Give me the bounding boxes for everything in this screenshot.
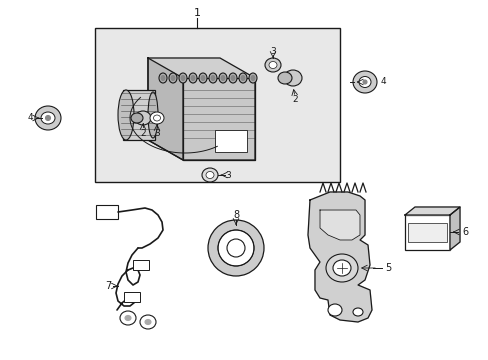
Ellipse shape xyxy=(278,72,291,84)
Polygon shape xyxy=(148,58,183,160)
Text: 6: 6 xyxy=(461,227,467,237)
Bar xyxy=(124,292,140,302)
Ellipse shape xyxy=(219,73,226,83)
Ellipse shape xyxy=(284,70,302,86)
Ellipse shape xyxy=(352,71,376,93)
Bar xyxy=(96,205,118,219)
Ellipse shape xyxy=(181,76,184,81)
Ellipse shape xyxy=(131,113,142,123)
Ellipse shape xyxy=(205,171,214,179)
Ellipse shape xyxy=(327,304,341,316)
Ellipse shape xyxy=(264,58,281,72)
Bar xyxy=(133,260,149,270)
Ellipse shape xyxy=(199,73,206,83)
Bar xyxy=(215,130,246,152)
Ellipse shape xyxy=(239,73,246,83)
Text: 3: 3 xyxy=(224,171,230,180)
Ellipse shape xyxy=(169,73,177,83)
Polygon shape xyxy=(319,210,359,240)
Ellipse shape xyxy=(362,80,366,84)
Ellipse shape xyxy=(150,112,163,124)
Text: 7: 7 xyxy=(104,281,111,291)
Ellipse shape xyxy=(153,115,160,121)
Ellipse shape xyxy=(358,77,370,87)
Ellipse shape xyxy=(159,73,167,83)
Polygon shape xyxy=(449,207,459,250)
Ellipse shape xyxy=(145,320,151,324)
Ellipse shape xyxy=(35,106,61,130)
Text: 1: 1 xyxy=(193,8,200,18)
Text: 4: 4 xyxy=(27,113,33,122)
Ellipse shape xyxy=(120,311,136,325)
Ellipse shape xyxy=(230,76,235,81)
Text: 8: 8 xyxy=(232,210,239,220)
Ellipse shape xyxy=(41,112,55,124)
Ellipse shape xyxy=(268,62,276,68)
Ellipse shape xyxy=(202,168,218,182)
Ellipse shape xyxy=(140,315,156,329)
Bar xyxy=(404,215,449,250)
Ellipse shape xyxy=(241,76,244,81)
Text: 3: 3 xyxy=(269,46,275,55)
Text: 3: 3 xyxy=(154,129,160,138)
Ellipse shape xyxy=(210,76,215,81)
Ellipse shape xyxy=(191,76,195,81)
Ellipse shape xyxy=(248,73,257,83)
Polygon shape xyxy=(183,78,254,160)
Ellipse shape xyxy=(201,76,204,81)
Ellipse shape xyxy=(171,76,175,81)
Ellipse shape xyxy=(208,73,217,83)
Ellipse shape xyxy=(228,73,237,83)
Bar xyxy=(123,90,155,140)
Ellipse shape xyxy=(332,260,350,276)
Polygon shape xyxy=(148,58,254,160)
Ellipse shape xyxy=(226,239,244,257)
Ellipse shape xyxy=(125,315,131,320)
Ellipse shape xyxy=(135,111,151,125)
Ellipse shape xyxy=(179,73,186,83)
Polygon shape xyxy=(307,192,371,322)
Text: 2: 2 xyxy=(292,95,297,104)
Ellipse shape xyxy=(161,76,164,81)
Polygon shape xyxy=(404,207,459,215)
Text: 2: 2 xyxy=(140,129,145,138)
Bar xyxy=(407,223,446,242)
Ellipse shape xyxy=(221,76,224,81)
Ellipse shape xyxy=(189,73,197,83)
Ellipse shape xyxy=(148,92,158,138)
Text: 4: 4 xyxy=(379,77,385,86)
Ellipse shape xyxy=(250,76,254,81)
Text: 5: 5 xyxy=(384,263,390,273)
Ellipse shape xyxy=(325,254,357,282)
Ellipse shape xyxy=(45,116,50,121)
Bar xyxy=(95,28,339,182)
Ellipse shape xyxy=(352,308,362,316)
Ellipse shape xyxy=(118,90,134,140)
